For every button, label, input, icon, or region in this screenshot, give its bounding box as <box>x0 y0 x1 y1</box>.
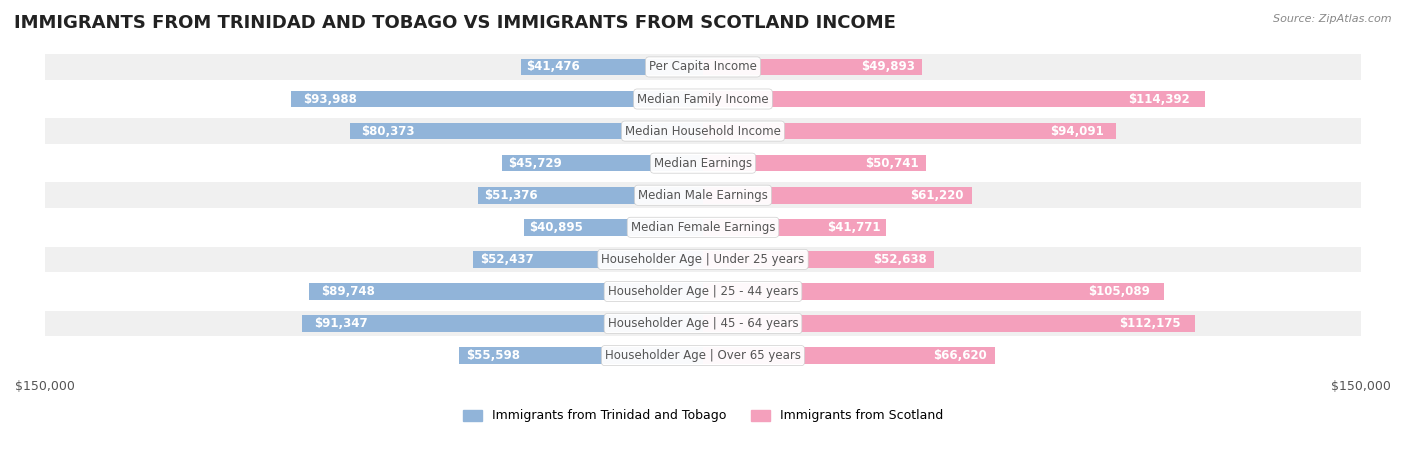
Bar <box>45 343 1361 368</box>
Text: $66,620: $66,620 <box>932 349 987 362</box>
Text: $49,893: $49,893 <box>862 60 915 73</box>
Bar <box>460 347 703 364</box>
Bar <box>502 155 703 171</box>
Bar <box>45 183 1361 208</box>
Text: Median Earnings: Median Earnings <box>654 156 752 170</box>
Bar <box>472 251 703 268</box>
Bar <box>45 118 1361 144</box>
Text: $41,476: $41,476 <box>526 60 581 73</box>
Text: $89,748: $89,748 <box>321 285 375 298</box>
Bar <box>45 279 1361 304</box>
Text: $112,175: $112,175 <box>1119 317 1181 330</box>
Bar <box>703 187 972 204</box>
Bar <box>291 91 703 107</box>
Text: Householder Age | 25 - 44 years: Householder Age | 25 - 44 years <box>607 285 799 298</box>
Bar <box>703 155 925 171</box>
Bar <box>478 187 703 204</box>
Text: Median Male Earnings: Median Male Earnings <box>638 189 768 202</box>
Text: Source: ZipAtlas.com: Source: ZipAtlas.com <box>1274 14 1392 24</box>
Text: $91,347: $91,347 <box>315 317 368 330</box>
Bar <box>309 283 703 300</box>
Legend: Immigrants from Trinidad and Tobago, Immigrants from Scotland: Immigrants from Trinidad and Tobago, Imm… <box>458 404 948 427</box>
Bar <box>703 251 934 268</box>
Text: IMMIGRANTS FROM TRINIDAD AND TOBAGO VS IMMIGRANTS FROM SCOTLAND INCOME: IMMIGRANTS FROM TRINIDAD AND TOBAGO VS I… <box>14 14 896 32</box>
Text: $50,741: $50,741 <box>865 156 920 170</box>
Text: $94,091: $94,091 <box>1050 125 1104 138</box>
Text: $45,729: $45,729 <box>509 156 562 170</box>
Text: Householder Age | Under 25 years: Householder Age | Under 25 years <box>602 253 804 266</box>
Bar <box>45 150 1361 176</box>
Text: $80,373: $80,373 <box>361 125 415 138</box>
Bar <box>703 58 922 75</box>
Bar <box>350 123 703 140</box>
Text: $52,638: $52,638 <box>873 253 927 266</box>
Bar <box>45 247 1361 272</box>
Text: Median Household Income: Median Household Income <box>626 125 780 138</box>
Text: $105,089: $105,089 <box>1088 285 1150 298</box>
Bar <box>703 91 1205 107</box>
Bar <box>45 311 1361 336</box>
Bar <box>523 219 703 236</box>
Bar <box>703 347 995 364</box>
Text: $93,988: $93,988 <box>304 92 357 106</box>
Text: Median Female Earnings: Median Female Earnings <box>631 221 775 234</box>
Bar <box>302 315 703 332</box>
Text: $55,598: $55,598 <box>467 349 520 362</box>
Bar <box>45 214 1361 240</box>
Text: $51,376: $51,376 <box>485 189 538 202</box>
Bar <box>703 219 886 236</box>
Text: $41,771: $41,771 <box>827 221 880 234</box>
Text: $114,392: $114,392 <box>1128 92 1189 106</box>
Text: $61,220: $61,220 <box>910 189 963 202</box>
Text: $52,437: $52,437 <box>479 253 533 266</box>
Bar <box>703 123 1116 140</box>
Text: Householder Age | 45 - 64 years: Householder Age | 45 - 64 years <box>607 317 799 330</box>
Text: Median Family Income: Median Family Income <box>637 92 769 106</box>
Text: Householder Age | Over 65 years: Householder Age | Over 65 years <box>605 349 801 362</box>
Bar <box>45 86 1361 112</box>
Bar <box>703 283 1164 300</box>
Bar <box>45 54 1361 80</box>
Bar <box>703 315 1195 332</box>
Text: $40,895: $40,895 <box>529 221 583 234</box>
Text: Per Capita Income: Per Capita Income <box>650 60 756 73</box>
Bar <box>522 58 703 75</box>
